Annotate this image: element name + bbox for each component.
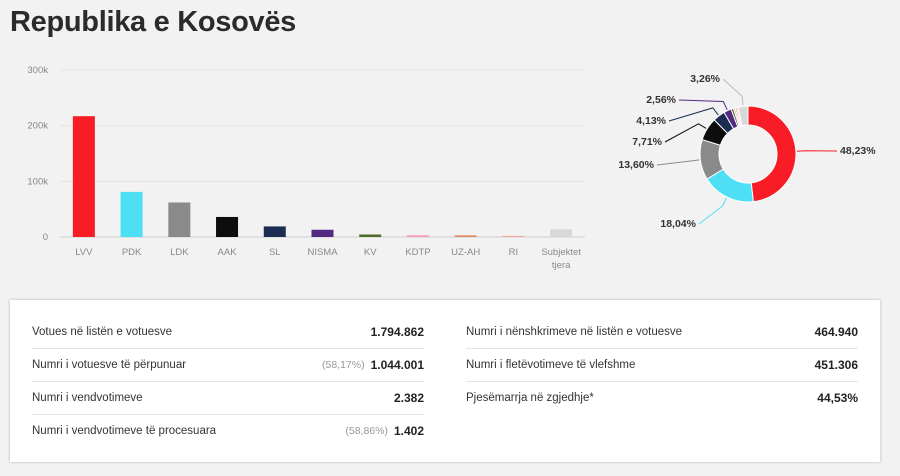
x-tick-label: RI	[509, 247, 519, 258]
stat-value: 2.382	[393, 391, 424, 405]
stats-column-right: Numri i nënshkrimeve në listën e votuesv…	[466, 316, 858, 414]
slice-label: 4,13%	[636, 115, 666, 127]
bar-kv[interactable]	[359, 234, 382, 237]
x-tick-label: PDK	[122, 247, 142, 258]
stat-row: Numri i vendvotimeve të procesuara (58,86…	[32, 415, 424, 447]
slice-leader-line	[678, 99, 728, 110]
donut-chart: 48,23% 18,04% 13,60% 7,71% 4,13% 2,56% 3,26%	[618, 73, 876, 230]
slice-label: 13,60%	[618, 159, 654, 171]
stat-label: Numri i fletëvotimeve të vlefshme	[466, 359, 636, 371]
slice-label: 7,71%	[632, 136, 662, 148]
stat-row: Numri i fletëvotimeve të vlefshme 451.306	[466, 349, 858, 382]
stat-percentage: (58,17%)	[322, 359, 365, 371]
bar-ldk[interactable]	[168, 202, 191, 237]
stat-row: Numri i nënshkrimeve në listën e votuesv…	[466, 316, 858, 349]
stat-label: Pjesëmarrja në zgjedhje*	[466, 392, 594, 404]
stat-label: Numri i vendvotimeve	[32, 392, 143, 404]
x-tick-label: Subjektet tjera	[541, 247, 581, 271]
slice-leader-line	[656, 159, 700, 166]
bar-subjektet-tjera[interactable]	[550, 229, 573, 237]
x-tick-label: AAK	[218, 247, 238, 258]
slice-leader-line	[722, 78, 744, 106]
stat-value: 44,53%	[817, 391, 858, 405]
slice-label: 2,56%	[646, 94, 676, 106]
x-tick-label: KDTP	[405, 247, 430, 258]
page-title: Republika e Kosovës	[10, 6, 297, 38]
y-tick-label: 100k	[27, 176, 48, 187]
slice-leader-line	[796, 150, 838, 152]
bar-ri[interactable]	[502, 235, 525, 237]
bar-nisma[interactable]	[311, 229, 334, 237]
stat-value: 1.044.001	[370, 358, 424, 372]
slice-label: 3,26%	[690, 73, 720, 85]
stats-card: Votues në listën e votuesve 1.794.862 Numr…	[10, 300, 880, 462]
x-tick-label: UZ-AH	[451, 247, 480, 258]
stat-row: Numri i vendvotimeve 2.382	[32, 382, 424, 415]
bar-chart: 0 100k 200k 300k LVV PDK LDK AAK SL NISMA KV KDTP UZ…	[27, 65, 585, 271]
bar-pdk[interactable]	[120, 191, 143, 237]
slice-leader-line	[668, 107, 719, 122]
y-tick-label: 300k	[27, 65, 48, 76]
donut-slice[interactable]	[737, 105, 749, 127]
x-tick-label: LVV	[75, 247, 93, 258]
bar-uz-ah[interactable]	[454, 235, 477, 237]
stat-percentage: (58,86%)	[345, 425, 388, 437]
donut-slice[interactable]	[747, 105, 797, 203]
stat-label: Numri i nënshkrimeve në listën e votuesv…	[466, 326, 683, 338]
stat-row: Votues në listën e votuesve 1.794.862	[32, 316, 424, 349]
stat-value: 1.402	[393, 424, 424, 438]
stat-label: Votues në listën e votuesve	[32, 326, 173, 338]
stat-value: 464.940	[814, 325, 858, 339]
slice-leader-line	[698, 197, 727, 225]
x-tick-label: NISMA	[307, 247, 338, 258]
stat-value: 1.794.862	[370, 325, 424, 339]
y-tick-label: 200k	[27, 121, 48, 132]
bar-aak[interactable]	[216, 216, 239, 237]
stat-row: Numri i votuesve të përpunuar (58,17%) 1.0…	[32, 349, 424, 382]
slice-label: 48,23%	[840, 145, 876, 157]
slice-label: 18,04%	[660, 218, 696, 230]
x-tick-label: SL	[269, 247, 281, 258]
bar-lvv[interactable]	[72, 116, 95, 237]
stat-value: 451.306	[814, 358, 858, 372]
x-tick-label: LDK	[170, 247, 189, 258]
slice-leader-line	[664, 123, 707, 143]
stat-label: Numri i votuesve të përpunuar	[32, 359, 187, 371]
stat-row: Pjesëmarrja në zgjedhje* 44,53%	[466, 382, 858, 414]
stat-label: Numri i vendvotimeve të procesuara	[32, 425, 217, 437]
stats-column-left: Votues në listën e votuesve 1.794.862 Numr…	[32, 316, 424, 447]
bar-sl[interactable]	[263, 226, 286, 237]
x-tick-label: KV	[364, 247, 377, 258]
y-tick-label: 0	[43, 232, 48, 243]
bar-kdtp[interactable]	[406, 235, 429, 237]
